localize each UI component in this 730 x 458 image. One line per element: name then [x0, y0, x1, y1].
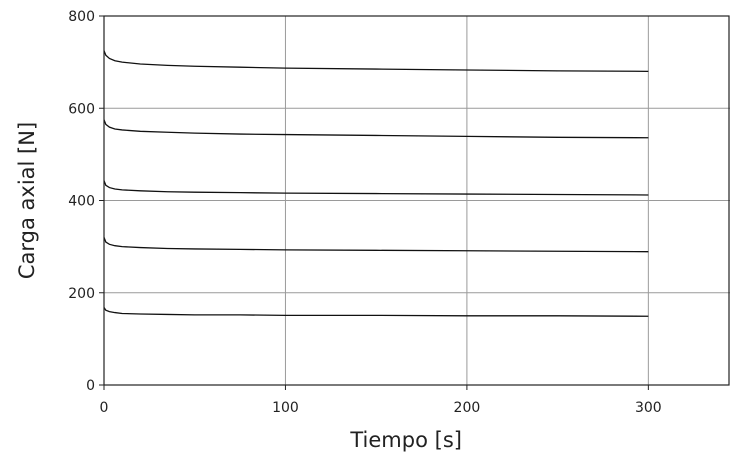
- x-tick-label: 0: [100, 400, 109, 416]
- x-tick-label: 100: [272, 400, 299, 416]
- x-axis-title: Tiempo [s]: [349, 428, 462, 452]
- x-tick-label: 300: [635, 400, 662, 416]
- grid-lines: [99, 15, 730, 390]
- y-axis-title: Carga axial [N]: [15, 122, 39, 279]
- series-line-5: [103, 307, 649, 317]
- series-line-4: [103, 237, 649, 253]
- series-line-2: [103, 119, 649, 139]
- series-line-1: [103, 50, 649, 72]
- series-line-3: [103, 180, 649, 196]
- tick-labels: 0 100 200 300 0 200 400 600 800: [68, 9, 661, 416]
- y-tick-label: 200: [68, 286, 95, 302]
- y-tick-label: 0: [86, 378, 95, 394]
- y-tick-label: 400: [68, 194, 95, 210]
- y-tick-label: 800: [68, 9, 95, 25]
- plot-frame: [103, 15, 730, 386]
- x-tick-label: 200: [454, 400, 481, 416]
- y-tick-label: 600: [68, 101, 95, 117]
- series-group: [103, 50, 649, 317]
